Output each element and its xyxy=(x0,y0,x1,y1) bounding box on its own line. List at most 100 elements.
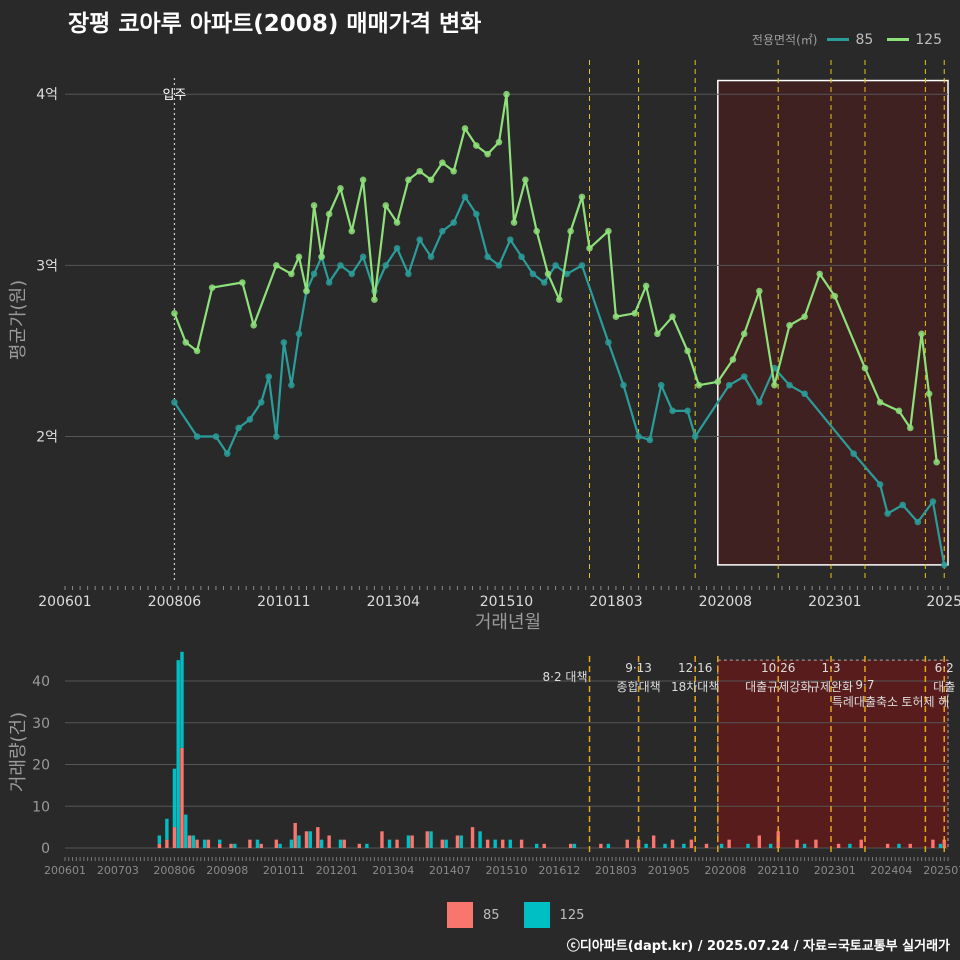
point-125 xyxy=(171,309,178,317)
x-tick-label: 201304 xyxy=(372,864,414,877)
bar-125 xyxy=(202,839,207,848)
point-85 xyxy=(914,518,922,526)
x-tick-label: 201612 xyxy=(538,864,580,877)
point-125 xyxy=(631,309,639,317)
move-in-label: 입주 xyxy=(162,88,186,103)
policy-label: 토허제 해 xyxy=(901,695,949,709)
bar-125 xyxy=(719,843,724,848)
bar-85 xyxy=(357,843,362,848)
point-125 xyxy=(933,458,940,466)
bar-85 xyxy=(248,839,252,848)
point-125 xyxy=(533,227,540,235)
point-125 xyxy=(450,167,457,175)
y-tick-label: 20 xyxy=(32,758,50,774)
point-125 xyxy=(876,398,884,406)
y-tick-label: 0 xyxy=(41,841,50,857)
point-125 xyxy=(756,287,763,295)
bar-125 xyxy=(493,839,497,848)
bar-85 xyxy=(542,843,546,848)
bar-85 xyxy=(455,835,460,848)
point-125 xyxy=(273,262,280,269)
bar-85 xyxy=(327,835,331,848)
point-85 xyxy=(405,270,412,278)
point-125 xyxy=(239,279,246,286)
point-85 xyxy=(288,381,295,389)
bar-85 xyxy=(157,843,162,848)
bar-125 xyxy=(606,843,611,848)
bar-125 xyxy=(478,831,482,848)
point-85 xyxy=(393,244,401,252)
bar-85 xyxy=(229,843,233,848)
point-125 xyxy=(288,270,295,278)
legend-swatch-125 xyxy=(887,38,910,41)
policy-label: 대출 xyxy=(933,680,955,694)
x-tick-label: 200806 xyxy=(153,864,195,877)
bar-85 xyxy=(568,843,573,848)
policy-annotation: 8·2 대책 xyxy=(543,669,588,684)
point-85 xyxy=(578,262,586,269)
point-85 xyxy=(325,279,333,286)
y-tick-label: 40 xyxy=(32,674,50,690)
point-125 xyxy=(405,176,412,184)
point-125 xyxy=(495,138,503,146)
x-tick-label: 201407 xyxy=(429,864,471,877)
x-tick-label: 201803 xyxy=(589,594,642,610)
bar-85 xyxy=(485,839,490,848)
legend-label-85: 85 xyxy=(855,31,874,48)
bar-125 xyxy=(848,843,852,848)
point-125 xyxy=(578,193,586,201)
bar-85 xyxy=(180,747,184,848)
x-tick-label: 202507 xyxy=(923,864,960,877)
x-tick-label: 200806 xyxy=(148,594,202,610)
point-85 xyxy=(427,253,435,261)
chart-title: 장평 코아루 아파트(2008) 매매가격 변화 xyxy=(68,11,482,37)
point-85 xyxy=(725,381,733,389)
point-125 xyxy=(605,227,612,235)
point-85 xyxy=(461,193,469,201)
point-125 xyxy=(473,142,480,149)
y-tick-label: 4억 xyxy=(36,87,58,103)
point-125 xyxy=(861,364,869,372)
bar-85 xyxy=(908,843,912,848)
bar-125 xyxy=(255,839,260,848)
bar-85 xyxy=(316,827,320,848)
bar-125 xyxy=(508,839,512,848)
policy-label: 18차대책 xyxy=(671,679,719,694)
top-legend: 전용면적(㎡) 85 125 xyxy=(752,31,950,48)
legend-label-125: 125 xyxy=(915,31,942,48)
policy-date: 9·7 xyxy=(855,678,874,692)
point-125 xyxy=(359,176,367,184)
y-axis-label: 평균가(원) xyxy=(8,280,29,360)
point-85 xyxy=(495,262,503,269)
bar-85 xyxy=(704,843,709,848)
point-125 xyxy=(654,330,661,338)
point-85 xyxy=(382,262,390,269)
bar-85 xyxy=(187,835,192,848)
y-tick-label: 3억 xyxy=(36,258,58,274)
bar-125 xyxy=(289,839,294,848)
bar-85 xyxy=(670,839,675,848)
bar-125 xyxy=(644,843,648,848)
bar-125 xyxy=(297,835,301,848)
bar-85 xyxy=(519,839,524,848)
point-125 xyxy=(918,330,925,338)
point-125 xyxy=(484,150,491,158)
point-125 xyxy=(586,244,593,252)
point-125 xyxy=(567,227,574,235)
point-85 xyxy=(884,510,891,517)
x-tick-label: 201510 xyxy=(486,864,528,877)
x-tick-label: 202301 xyxy=(808,594,861,610)
point-125 xyxy=(310,202,318,209)
point-85 xyxy=(257,398,265,406)
point-85 xyxy=(235,424,242,432)
point-85 xyxy=(657,381,665,389)
bar-85 xyxy=(651,835,656,848)
point-85 xyxy=(450,219,457,226)
point-125 xyxy=(786,321,793,329)
point-85 xyxy=(635,433,642,440)
highlight-period-box xyxy=(717,659,949,849)
legend-bottom-label-125: 125 xyxy=(559,907,585,923)
y-axis-label: 거래량(건) xyxy=(8,712,29,792)
bar-85 xyxy=(795,839,799,848)
bar-125 xyxy=(682,843,686,848)
